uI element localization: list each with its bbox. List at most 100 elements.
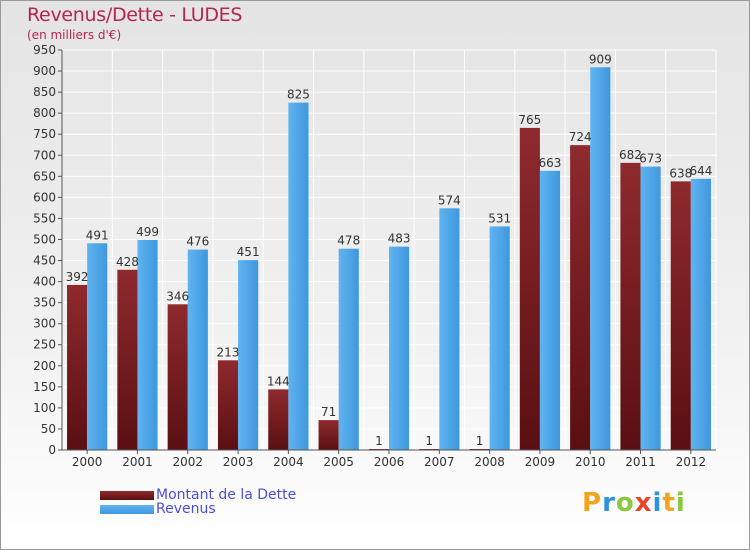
chart-title: Revenus/Dette - LUDES — [27, 4, 243, 26]
bar-debt — [620, 162, 641, 450]
y-tick-label: 800 — [33, 106, 56, 120]
logo-letter: i — [652, 488, 663, 518]
data-label-debt: 428 — [116, 255, 139, 269]
data-label-revenue: 673 — [639, 152, 662, 166]
data-label-debt: 144 — [267, 374, 290, 388]
x-tick-label: 2000 — [72, 455, 103, 469]
bar-debt — [217, 360, 239, 450]
data-label-debt: 1 — [425, 434, 433, 448]
y-tick-label: 900 — [33, 64, 56, 78]
bar-revenue — [338, 248, 359, 450]
x-axis: 2000 2001 2002 2003 2004 2005 2006 2007 2008 2009… — [62, 449, 716, 469]
data-label-debt: 765 — [518, 113, 541, 127]
y-tick-label: 350 — [33, 296, 56, 310]
data-label-debt: 392 — [66, 270, 89, 284]
bars — [67, 67, 711, 451]
data-label-revenue: 483 — [388, 232, 411, 246]
y-tick-label: 700 — [33, 148, 56, 162]
data-label-revenue: 451 — [237, 245, 260, 259]
bar-revenue — [137, 239, 158, 450]
data-label-revenue: 574 — [438, 193, 461, 207]
data-label-revenue: 531 — [488, 211, 511, 225]
bar-revenue — [238, 260, 259, 450]
legend-swatch-revenue — [100, 504, 154, 514]
legend-item-revenue: Revenus — [100, 501, 216, 517]
y-tick-label: 150 — [33, 380, 56, 394]
bar-debt — [268, 389, 289, 450]
bar-revenue — [640, 166, 661, 450]
y-tick-label: 750 — [33, 127, 56, 141]
bar-revenue — [288, 102, 309, 450]
data-label-revenue: 825 — [287, 88, 310, 102]
data-label-revenue: 644 — [689, 164, 712, 178]
logo-letter: t — [662, 488, 676, 518]
data-label-debt: 1 — [476, 434, 484, 448]
proxiti-logo: Proxiti — [582, 488, 686, 518]
bar-revenue — [590, 67, 611, 451]
y-tick-label: 0 — [48, 443, 56, 457]
data-label-revenue: 499 — [136, 225, 159, 239]
data-label-debt: 682 — [619, 148, 642, 162]
logo-letter: P — [582, 488, 603, 518]
bar-debt — [318, 420, 339, 450]
data-label-revenue: 478 — [337, 234, 360, 248]
y-tick-label: 650 — [33, 169, 56, 183]
y-tick-label: 500 — [33, 232, 56, 246]
x-tick-label: 2001 — [122, 455, 153, 469]
y-tick-label: 250 — [33, 338, 56, 352]
x-tick-label: 2007 — [424, 455, 455, 469]
y-axis: 0 50 100 150 200 250 300 350 400 450 500 550 600 650 7… — [33, 43, 63, 457]
bar-revenue — [690, 178, 711, 450]
x-tick-label: 2006 — [374, 455, 405, 469]
logo-letter: i — [675, 488, 686, 518]
y-tick-label: 400 — [33, 275, 56, 289]
x-tick-label: 2004 — [273, 455, 304, 469]
x-tick-label: 2008 — [474, 455, 505, 469]
bar-debt — [67, 284, 88, 450]
y-tick-label: 550 — [33, 211, 56, 225]
data-label-debt: 724 — [569, 130, 592, 144]
y-tick-label: 200 — [33, 359, 56, 373]
data-label-debt: 638 — [669, 166, 692, 180]
bar-debt — [670, 181, 691, 451]
y-tick-label: 100 — [33, 401, 56, 415]
y-tick-label: 850 — [33, 85, 56, 99]
legend-swatch-debt — [100, 490, 154, 500]
y-tick-label: 300 — [33, 317, 56, 331]
y-tick-label: 50 — [41, 422, 56, 436]
legend-item-debt: Montant de la Dette — [100, 487, 296, 503]
bar-revenue — [87, 243, 108, 450]
x-tick-label: 2012 — [676, 455, 707, 469]
data-label-revenue: 476 — [186, 235, 209, 249]
logo-letter: r — [602, 488, 616, 518]
data-label-debt: 71 — [321, 405, 336, 419]
data-label-debt: 346 — [166, 289, 189, 303]
legend-label-debt: Montant de la Dette — [156, 487, 297, 503]
bar-debt — [167, 304, 188, 450]
data-label-debt: 213 — [217, 345, 240, 359]
logo-letter: x — [634, 488, 653, 518]
chart-subtitle: (en milliers d'€) — [27, 28, 122, 42]
bar-debt — [117, 269, 138, 450]
bar-revenue — [389, 246, 410, 450]
bar-revenue — [489, 226, 510, 450]
bar-debt — [519, 127, 540, 450]
data-label-revenue: 909 — [589, 52, 612, 66]
bar-revenue — [539, 170, 561, 450]
data-label-revenue: 663 — [539, 156, 562, 170]
bar-revenue — [439, 208, 460, 450]
x-tick-label: 2010 — [575, 455, 606, 469]
y-tick-label: 600 — [33, 190, 56, 204]
bar-debt — [570, 145, 591, 450]
x-tick-label: 2011 — [625, 455, 656, 469]
logo-letter: o — [615, 488, 635, 518]
x-tick-label: 2005 — [323, 455, 354, 469]
y-tick-label: 950 — [33, 43, 56, 57]
bar-revenue — [187, 249, 208, 450]
data-label-revenue: 491 — [86, 228, 109, 242]
x-tick-label: 2009 — [525, 455, 556, 469]
legend-label-revenue: Revenus — [156, 501, 216, 517]
x-tick-label: 2003 — [223, 455, 254, 469]
data-labels: 392 491 428 499 346 476 213 451 144 825 71 478 1 483 1… — [66, 52, 713, 448]
